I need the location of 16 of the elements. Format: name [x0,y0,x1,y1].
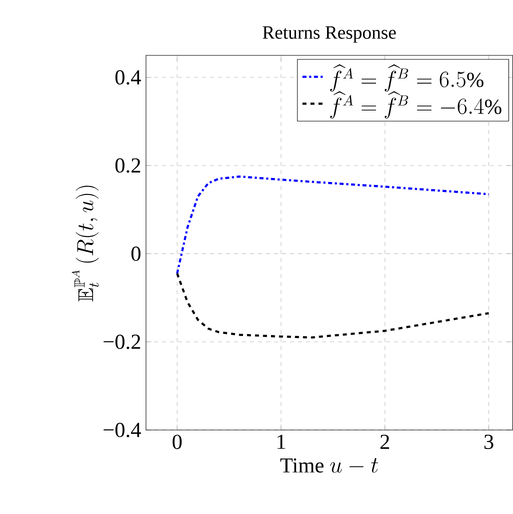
x-axis-title: $\text{Time }u-t$ [280,458,378,473]
y-axis-title: $\mathbb{E}_t^{\mathbb{P}^A}\left(R(t,u)\right)$ [72,186,99,302]
y-tick-label: −0.2 [104,334,140,350]
line-series [176,272,490,339]
x-tick-label: 2 [380,434,390,449]
legend-label: $\widehat{f}^A=\widehat{f}^B=-6.4\%$ [330,91,502,118]
y-tick-label: 0 [131,246,140,261]
line-series [176,175,490,275]
y-tick-label: 0.2 [115,158,140,173]
x-tick-label: 0 [172,434,182,450]
x-tick-label: 1 [278,434,286,449]
chart-title: Returns Response [262,26,396,43]
legend-label: $\widehat{f}^A=\widehat{f}^B=6.5\%$ [330,64,484,92]
y-tick-label: −0.4 [104,422,141,438]
y-tick-label: 0.4 [115,70,141,85]
x-tick-label: 3 [484,434,494,450]
